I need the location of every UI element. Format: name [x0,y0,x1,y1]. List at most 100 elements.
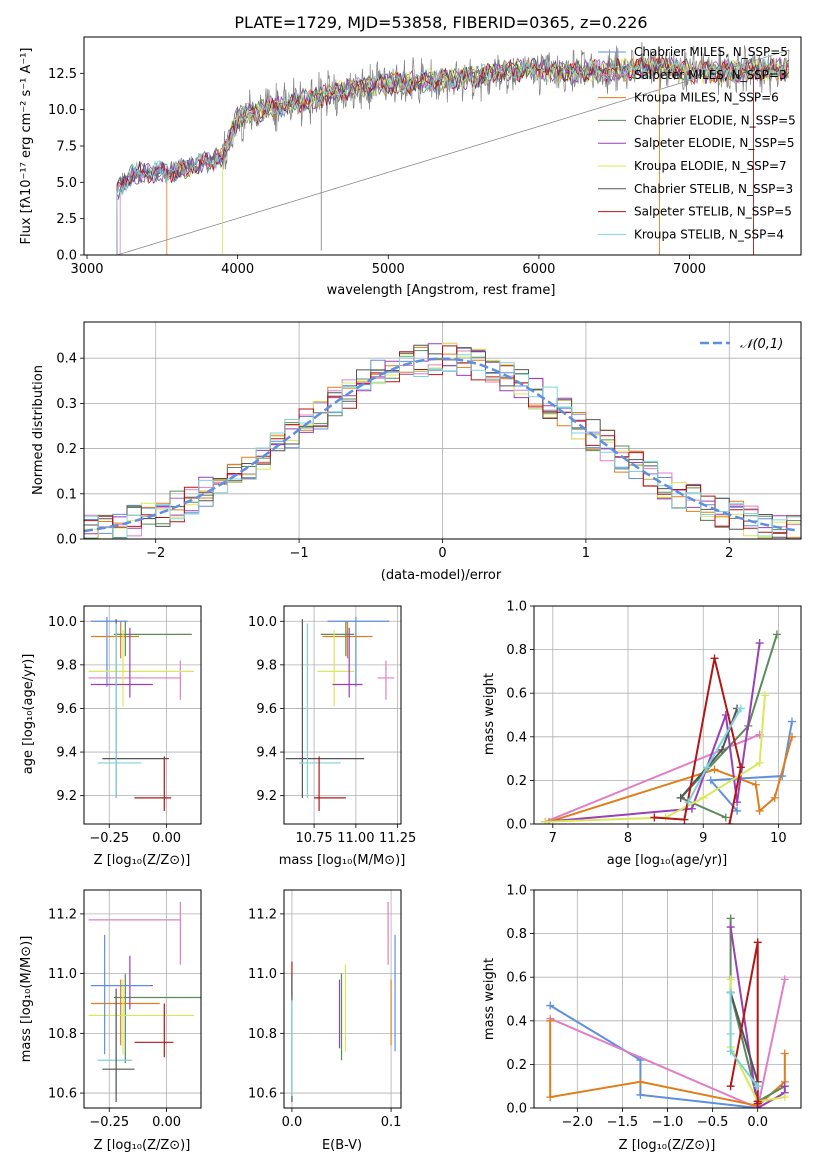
weight_age-ytick-label: 0.2 [506,774,527,789]
mass_Z-ytick-label: 11.2 [48,907,77,922]
weight_Z-series-point [546,1016,555,1025]
weight_age-xtick-label: 10 [770,831,787,846]
mass_EBV-plot-area [284,890,401,1108]
weight-age-ylabel: mass weight [482,673,497,755]
weight_Z-series-point [753,938,762,947]
age-Z-ylabel: age [log₁₀(age/yr)] [21,654,36,775]
residuals-ytick-label: 0.4 [56,352,77,367]
weight_age-ytick-label: 0.8 [506,643,527,658]
weight_Z-series-point [726,1029,735,1038]
spectrum-xtick-label: 6000 [522,262,555,277]
mass_Z-xtick-label: −0.25 [89,1115,129,1130]
weight_Z-series-point [780,1093,789,1102]
weight_Z-series-point [636,1077,645,1086]
weight_age-series-point [733,806,742,815]
age_mass-axes: 10.75 11.00 11.25 9.2 9.4 9.6 9.8 10.0 [248,605,416,846]
weight_age-series-point [755,806,764,815]
weight_age-series-point [787,717,796,726]
weight_Z-ytick-label: 0.4 [506,1014,527,1029]
weight-age-xlabel: age [log₁₀(age/yr)] [607,853,728,868]
spectrum-model-line [222,56,790,255]
residuals-ytick-label: 0.2 [56,442,77,457]
mass_EBV-frame [283,889,402,1109]
mass-Z-ylabel: mass [log₁₀(M/M⊙)] [19,936,34,1063]
weight_age-series-point [706,776,715,785]
age_Z-ytick-label: 10.0 [48,615,77,630]
age_mass-xtick-label: 10.75 [295,831,332,846]
age_mass-ytick-label: 9.2 [256,789,277,804]
spectrum-ylabel: Flux [fλ10⁻¹⁷ erg cm⁻² s⁻¹ A⁻¹] [19,48,34,245]
spectrum-legend-label: Chabrier ELODIE, N_SSP=5 [634,113,796,127]
weight_Z-series-point [636,1090,645,1099]
spectrum-panel: wavelength [Angstrom, rest frame] Flux [… [19,48,555,299]
weight_Z-series-point [726,988,735,997]
spectrum-xtick-label: 5000 [372,262,405,277]
age-mass-xlabel: mass [log₁₀(M/M⊙)] [279,853,406,868]
spectrum-xlabel: wavelength [Angstrom, rest frame] [327,283,556,298]
weight_Z-series-point [780,975,789,984]
spectrum-ytick-label: 10.0 [48,103,77,118]
residuals-frame [83,321,802,540]
weight_Z-series-point [726,1082,735,1091]
age_Z-xtick-label: 0.00 [152,831,181,846]
weight_Z-series-point [726,975,735,984]
age_mass-xtick-label: 11.25 [379,831,416,846]
weight_Z-ytick-label: 0.0 [506,1102,527,1117]
weight_Z-series-point [780,1082,789,1091]
mass_Z-frame [83,889,202,1109]
spectrum-legend-label: Chabrier STELIB, N_SSP=3 [634,182,793,196]
residuals-ytick-label: 0.0 [56,533,77,548]
spectrum-ytick-label: 0.0 [56,249,77,264]
spectrum-model-line [116,57,790,255]
mass_EBV-ytick-label: 10.8 [248,1027,277,1042]
weight_Z-series-point [546,1093,555,1102]
mass_Z-plot-area [84,890,201,1108]
weight_age-series-point [702,763,711,772]
weight_age-series-point [684,798,693,807]
weight_age-series-point [770,793,779,802]
weight_age-xtick-label: 7 [549,831,557,846]
spectrum-ytick-label: 5.0 [56,176,77,191]
spectrum-legend-label: Salpeter STELIB, N_SSP=5 [634,205,792,219]
residuals-plot-area [84,322,801,539]
weight_age-series-line [548,736,793,823]
weight_Z-ytick-label: 0.8 [506,927,527,942]
spectrum-xtick-label: 4000 [221,262,254,277]
weight_Z-xtick-label: −0.5 [697,1115,729,1130]
weight-Z-panel: Z [log₁₀(Z/Z⊙)] mass weight [482,958,715,1153]
weight_age-series-point [787,732,796,741]
weight_age-series-point [710,654,719,663]
weight_age-ytick-label: 0.0 [506,818,527,833]
weight_age-series-point [687,804,696,813]
residual-histogram [84,354,801,539]
mass_Z-xtick-label: 0.00 [152,1115,181,1130]
weight_age-series-point [725,820,734,824]
spectrum-axes: 3000 4000 5000 6000 7000 0.0 2.5 5.0 7.5 10.0 12.5… [48,36,802,277]
weight_Z-xtick-label: −1.5 [607,1115,639,1130]
weight_Z-series-line [729,992,759,1083]
weight_Z-plot-area [534,890,801,1108]
mass-EBV-panel: E(B-V) [322,1138,362,1153]
weight_Z-xtick-label: −2.0 [562,1115,594,1130]
weight_Z-series-point [753,1082,762,1091]
residuals-xtick-label: −2 [146,546,165,561]
weight_age-series-point [680,815,689,824]
weight_Z-series-line [549,979,786,1108]
weight_age-series-line [544,733,760,823]
age_Z-plot-area [84,606,201,824]
spectrum-ytick-label: 12.5 [48,67,77,82]
age_Z-ytick-label: 9.8 [56,658,77,673]
residual-legend-label: 𝒩(0,1) [740,337,783,352]
weight-age-panel: age [log₁₀(age/yr)] mass weight [482,673,727,868]
age_Z-ytick-label: 9.6 [56,702,77,717]
weight_Z-series-line [549,1020,786,1107]
weight_age-series-line [708,721,793,812]
weight_Z-axes: −2.0 −1.5 −1.0 −0.5 0.0 0.0 0.2 0.4 0.6 0.8 1.0 [506,884,802,1130]
weight_age-frame [533,605,802,825]
weight_Z-series-line [729,992,759,1087]
age-Z-xlabel: Z [log₁₀(Z/Z⊙)] [94,853,191,868]
spectrum-xtick-label: 7000 [673,262,706,277]
age_Z-frame [83,605,202,825]
residuals-ytick-label: 0.1 [56,487,77,502]
weight_age-ytick-label: 0.6 [506,687,527,702]
